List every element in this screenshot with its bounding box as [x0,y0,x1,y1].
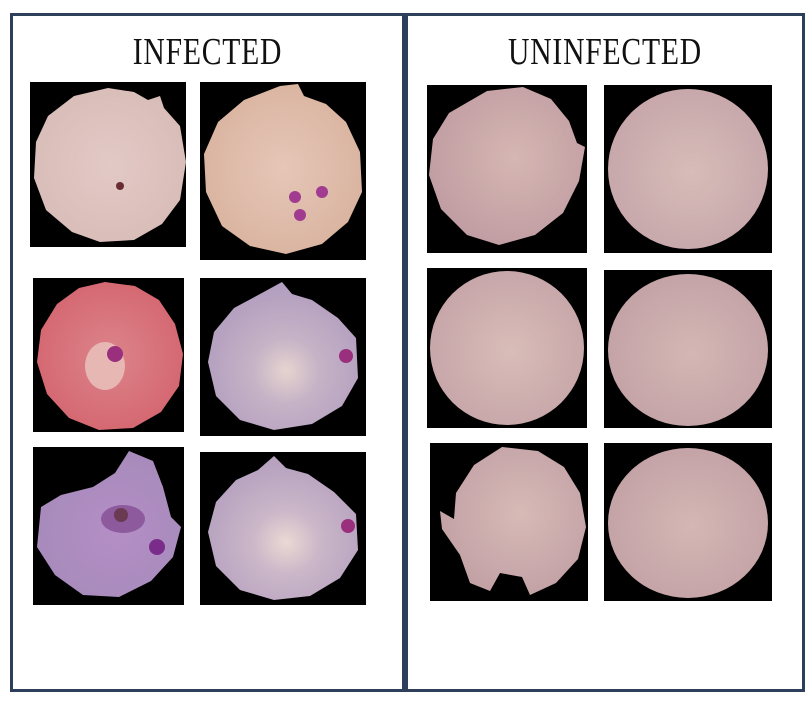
infected-cell-icon [37,451,181,597]
infected-cell-image-1 [30,82,186,247]
uninfected-cell-image-6 [604,443,772,601]
uninfected-cell-image-4 [604,270,772,428]
uninfected-cell-icon [608,448,768,598]
uninfected-cell-image-1 [427,85,587,253]
infected-cell-icon [208,456,358,600]
infected-cell-image-3 [33,278,184,432]
uninfected-title: UNINFECTED [508,31,702,73]
infected-cell-image-6 [200,452,366,605]
uninfected-cell-icon [608,89,768,249]
uninfected-cell-icon [429,87,585,245]
uninfected-cell-image-2 [604,85,772,253]
infected-cell-icon [204,84,362,254]
uninfected-cell-icon [440,447,586,595]
uninfected-cell-icon [430,271,584,425]
uninfected-cell-icon [608,274,768,426]
infected-cell-image-4 [200,278,366,436]
uninfected-cell-image-3 [427,268,587,428]
infected-cell-icon [37,282,183,430]
infected-cell-icon [34,88,186,242]
infected-cell-image-2 [200,82,366,260]
infected-title: INFECTED [132,31,283,73]
uninfected-cell-image-5 [430,443,588,601]
infected-cell-image-5 [33,447,184,605]
infected-cell-icon [208,282,358,430]
